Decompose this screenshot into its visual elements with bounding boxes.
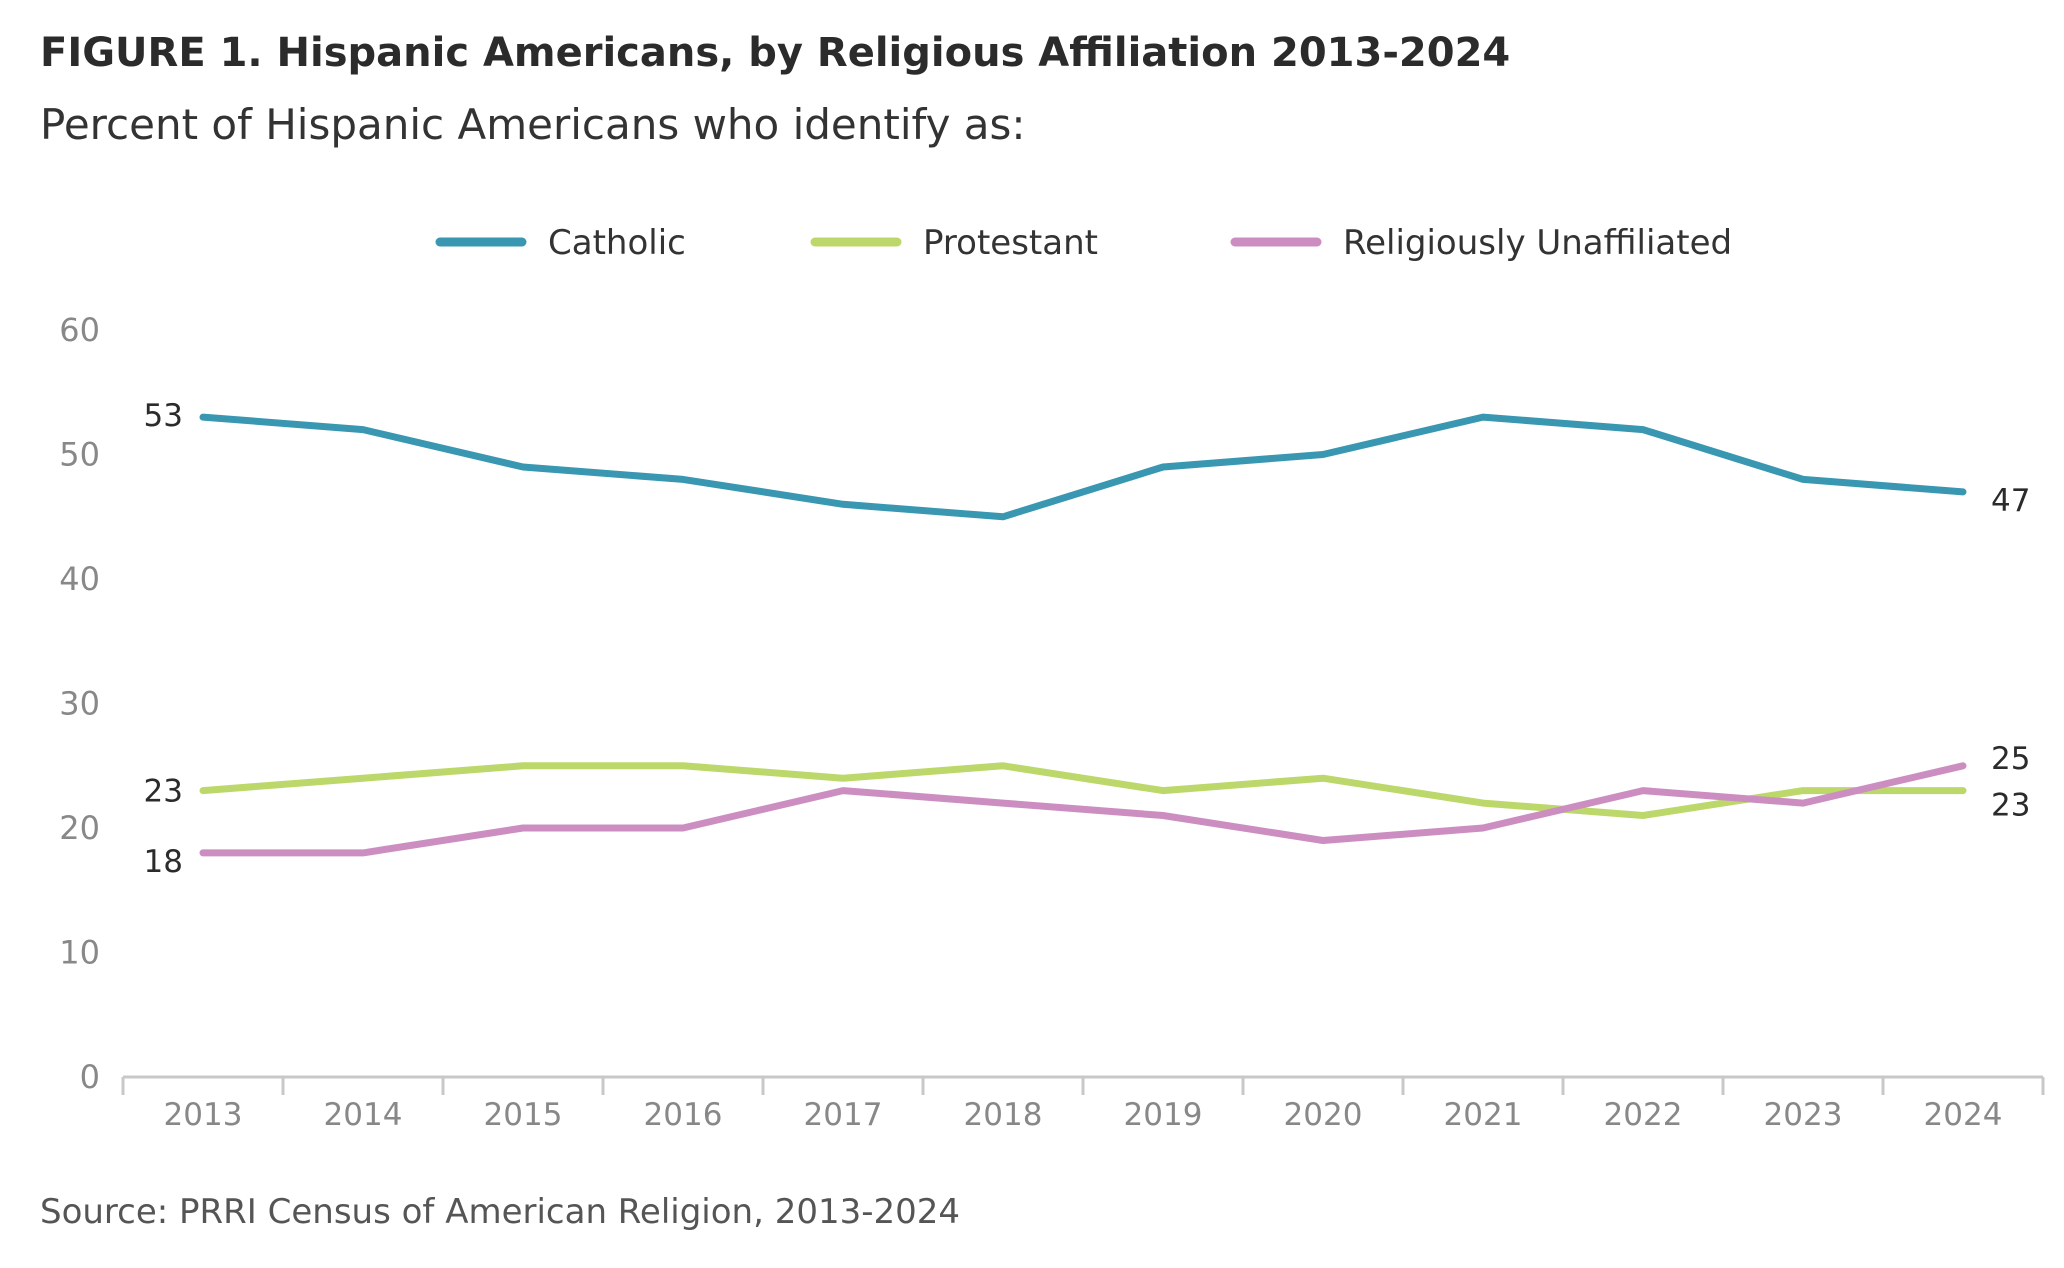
legend: Catholic Protestant Religiously Unaffiliat… <box>435 223 1732 263</box>
x-tick-label: 2022 <box>1604 1097 1683 1133</box>
y-tick-label: 20 <box>59 809 100 847</box>
end-data-label: 47 <box>1991 483 2030 519</box>
legend-label-1: Catholic <box>548 223 686 263</box>
chart-subtitle: Percent of Hispanic Americans who identi… <box>40 100 1026 149</box>
x-tick-label: 2021 <box>1444 1097 1523 1133</box>
y-tick-label: 0 <box>80 1058 100 1096</box>
source-note: Source: PRRI Census of American Religion… <box>40 1192 961 1232</box>
line-chart: Catholic Protestant Religiously Unaffiliat… <box>59 223 2045 1133</box>
x-tick-label: 2023 <box>1764 1097 1843 1133</box>
x-tick-label: 2013 <box>164 1097 243 1133</box>
legend-label-3: Religiously Unaffiliated <box>1343 223 1732 263</box>
end-data-label: 23 <box>1991 788 2030 824</box>
y-tick-label: 50 <box>59 436 100 474</box>
x-tick-label: 2018 <box>964 1097 1043 1133</box>
y-tick-label: 40 <box>59 560 100 598</box>
end-data-label: 25 <box>1991 741 2030 777</box>
legend-label-2: Protestant <box>923 223 1098 263</box>
start-data-label: 53 <box>144 398 183 434</box>
series-line-protestant <box>199 762 1967 819</box>
x-tick-label: 2020 <box>1284 1097 1363 1133</box>
y-tick-label: 10 <box>59 934 100 972</box>
x-tick-label: 2024 <box>1924 1097 2003 1133</box>
y-axis: 0 10 20 30 40 50 60 <box>59 311 100 1096</box>
x-tick-label: 2017 <box>804 1097 883 1133</box>
y-tick-label: 60 <box>59 311 100 349</box>
chart-title: FIGURE 1. Hispanic Americans, by Religio… <box>40 30 1511 76</box>
start-data-label: 18 <box>144 844 183 880</box>
series-line-catholic <box>199 413 1967 521</box>
data-labels: 53 47 23 23 18 25 <box>144 398 2031 880</box>
x-tick-label: 2019 <box>1124 1097 1203 1133</box>
start-data-label: 23 <box>144 774 183 810</box>
y-tick-label: 30 <box>59 685 100 723</box>
series-lines <box>199 413 1967 857</box>
x-axis: 2013 2014 2015 2016 2017 2018 2019 2020 2021 2022… <box>121 1075 2045 1133</box>
x-tick-label: 2015 <box>484 1097 563 1133</box>
x-tick-label: 2014 <box>324 1097 403 1133</box>
series-line-religiously-unaffiliated <box>199 762 1967 857</box>
x-tick-label: 2016 <box>644 1097 723 1133</box>
